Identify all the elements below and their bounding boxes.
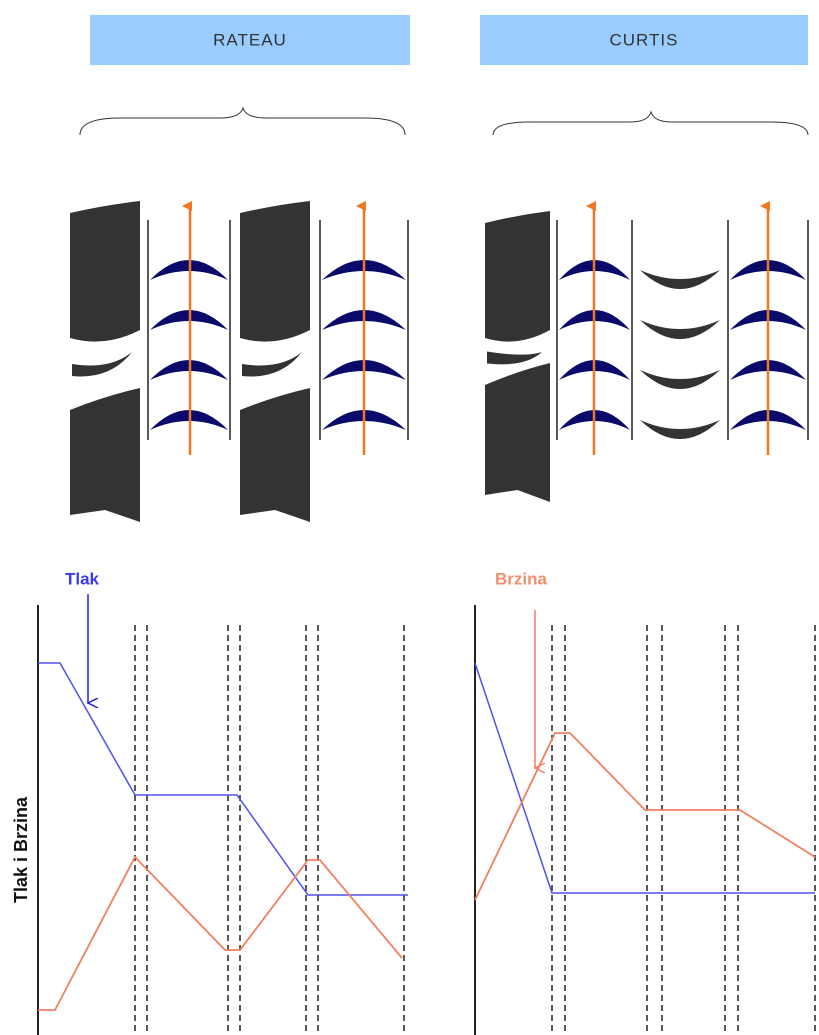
velocity-line — [38, 855, 403, 1011]
guide-blade — [640, 370, 720, 389]
pressure-line — [474, 662, 815, 894]
nozzle — [70, 388, 140, 522]
header-title: CURTIS — [610, 30, 679, 49]
nozzle — [240, 388, 310, 522]
nozzle — [485, 211, 550, 342]
axis-title: Tlak i Brzina — [11, 796, 31, 903]
header-box — [90, 15, 410, 65]
header-box — [480, 15, 808, 65]
guide-blade — [640, 320, 720, 339]
guide-blade — [640, 420, 720, 439]
guide-blade — [640, 270, 720, 289]
nozzle — [242, 352, 302, 377]
nozzle — [72, 352, 132, 377]
nozzle — [487, 351, 542, 365]
velocity-line — [474, 732, 816, 901]
brace — [492, 110, 809, 136]
graph: Tlak Brzina Tlak i Brzina — [11, 569, 816, 1035]
nozzle — [485, 363, 550, 502]
turbine-drawing — [70, 201, 809, 522]
header-title: RATEAU — [213, 30, 287, 49]
label: Brzina — [495, 569, 548, 588]
pressure-line — [38, 662, 408, 896]
nozzle — [240, 201, 310, 342]
brace — [79, 106, 406, 136]
label: Tlak — [65, 569, 100, 588]
nozzle — [70, 201, 140, 342]
